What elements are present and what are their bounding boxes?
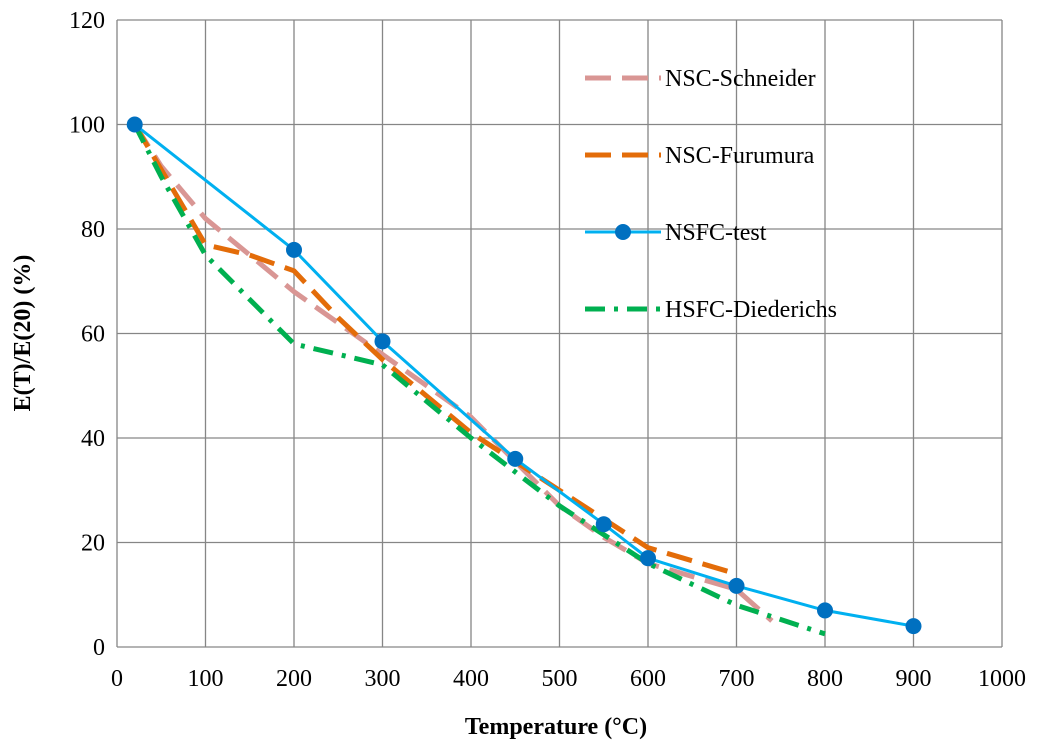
x-tick-label: 500 [542,666,578,692]
legend: NSC-Schneider NSC-Furumura NSFC-test HSFC-D… [585,66,837,323]
y-tick-label: 60 [81,322,105,348]
series-layer [126,116,922,637]
legend-label: NSC-Furumura [665,143,815,169]
legend-label: NSC-Schneider [665,66,816,92]
data-point [374,333,391,350]
legend-item: NSFC-test [585,220,767,246]
data-point [286,241,302,258]
y-tick-label: 20 [81,531,105,557]
y-tick-label: 0 [93,635,105,661]
x-tick-label: 400 [453,666,489,692]
series-line [132,123,738,577]
series-nsc-furumura [132,123,738,577]
y-tick-label: 40 [81,426,105,452]
x-axis-title: Temperature (°C) [465,714,647,740]
series-line [132,123,826,637]
legend-item: NSC-Schneider [585,66,816,92]
legend-item: NSC-Furumura [585,143,815,169]
legend-marker [615,224,631,240]
y-tick-label: 100 [69,113,105,139]
x-tick-label: 600 [630,666,666,692]
x-tick-label: 800 [807,666,843,692]
legend-item: HSFC-Diederichs [585,297,837,323]
data-point [817,602,833,619]
data-point [507,450,524,467]
x-tick-label: 200 [276,666,312,692]
legend-label: HSFC-Diederichs [665,297,837,323]
data-point [728,577,745,594]
x-tick-label: 100 [188,666,224,692]
series-nsfc-test [126,116,922,635]
series-hsfc-diederichs [132,123,826,637]
y-tick-label: 120 [69,8,105,34]
legend-label: NSFC-test [665,220,767,246]
data-point [640,550,656,567]
data-point [595,516,612,533]
x-tick-label: 1000 [978,666,1026,692]
gridlines [116,19,1003,648]
data-point [905,618,922,635]
x-tick-label: 900 [896,666,932,692]
x-tick-label: 700 [719,666,755,692]
tick-labels: 0 100 200 300 400 500 600 700 800 900 1000 0 20 40 60 8… [69,8,1026,692]
x-tick-label: 0 [111,666,123,692]
x-tick-label: 300 [365,666,401,692]
data-point [126,116,143,133]
y-tick-label: 80 [81,217,105,243]
y-axis-title: E(T)/E(20) (%) [10,255,36,412]
